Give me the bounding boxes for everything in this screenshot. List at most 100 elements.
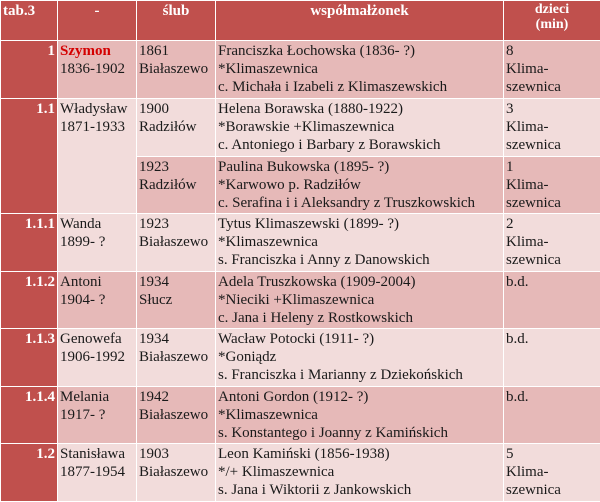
table-row: 1 Szymon 1836-1902 1861 Białaszewo Franc… [0, 40, 600, 99]
children-place-2: szewnica [506, 252, 561, 269]
row-number: 1.2 [0, 443, 58, 502]
row-number: 1 [0, 40, 58, 99]
spouse-parents: s. Franciszka i Anny z Danowskich [218, 252, 430, 269]
header-dash: - [57, 0, 137, 42]
spouse-place: *Borawskie +Klimaszewnica [218, 118, 395, 135]
children-count: b.d. [506, 388, 529, 405]
person-cell: Melania 1917- ? [57, 385, 137, 445]
person-name: Wanda [60, 216, 102, 233]
wedding-place: Białaszewo [139, 464, 209, 481]
spouse-cell: Adela Truszkowska (1909-2004) *Nieciki +… [215, 270, 504, 330]
children-place-1: Klima- [506, 61, 549, 78]
spouse-name: Antoni Gordon (1912- ?) [218, 388, 369, 405]
person-name: Władysław [60, 100, 128, 117]
wedding-year: 1934 [139, 331, 169, 348]
wedding-cell: 1861 Białaszewo [136, 40, 216, 99]
person-life: 1871-1933 [60, 118, 125, 135]
wedding-year: 1942 [139, 388, 169, 405]
spouse-name: Tytus Klimaszewski (1899- ?) [218, 216, 399, 233]
spouse-parents: c. Antoniego i Barbary z Borawskich [218, 136, 441, 153]
children-cell: 5 Klima- szewnica [503, 443, 600, 502]
person-name: Stanisława [60, 446, 125, 463]
person-cell: Antoni 1904- ? [57, 270, 137, 330]
table-row: 1.2 Stanisława 1877-1954 1903 Białaszewo… [0, 443, 600, 502]
person-name: Antoni [60, 273, 102, 290]
spouse-name: Adela Truszkowska (1909-2004) [218, 273, 416, 290]
spouse-name: Franciszka Łochowska (1836- ?) [218, 43, 416, 60]
person-name: Genowefa [60, 331, 122, 348]
table-row: 1.1.3 Genowefa 1906-1992 1934 Białaszewo… [0, 328, 600, 387]
table-row: 1923 Radziłów Paulina Bukowska (1895- ?)… [1, 155, 600, 215]
spouse-parents: c. Michała i Izabeli z Klimaszewskich [218, 79, 448, 96]
wedding-year: 1861 [139, 43, 169, 60]
row-number: 1.1 [0, 97, 58, 215]
spouse-cell: Franciszka Łochowska (1836- ?) *Klimasze… [215, 40, 504, 99]
table-row: 1.1.1 Wanda 1899- ? 1923 Białaszewo Tytu… [0, 213, 600, 272]
spouse-cell: Tytus Klimaszewski (1899- ?) *Klimaszewn… [215, 213, 504, 272]
children-count: b.d. [506, 273, 529, 290]
person-cell: Wanda 1899- ? [57, 213, 137, 272]
spouse-cell: Antoni Gordon (1912- ?) *Klimaszewnica s… [215, 385, 504, 445]
spouse-name: Leon Kamiński (1856-1938) [218, 446, 390, 463]
wedding-place: Słucz [139, 291, 173, 308]
person-life: 1836-1902 [60, 61, 125, 78]
children-place-1: Klima- [506, 464, 549, 481]
table-row: 1.1.2 Antoni 1904- ? 1934 Słucz Adela Tr… [0, 270, 600, 330]
person-name: Szymon [60, 43, 111, 60]
spouse-parents: c. Jana i Heleny z Rostkowskich [218, 309, 413, 326]
spouse-place: *Goniądz [218, 349, 277, 366]
wedding-cell: 1934 Białaszewo [136, 328, 216, 387]
wedding-place: Białaszewo [139, 406, 209, 423]
spouse-place: *Nieciki +Klimaszewnica [218, 291, 375, 308]
person-life: 1877-1954 [60, 464, 125, 481]
wedding-cell: 1934 Słucz [136, 270, 216, 330]
spouse-place: *Klimaszewnica [218, 406, 318, 423]
header-children-min: (min) [535, 17, 569, 32]
wedding-place: Radziłów [139, 118, 197, 135]
wedding-year: 1934 [139, 273, 169, 290]
wedding-place: Białaszewo [139, 61, 209, 78]
children-count: 3 [506, 100, 514, 117]
wedding-cell: 1942 Białaszewo [136, 385, 216, 445]
children-place-1: Klima- [506, 176, 549, 193]
spouse-cell: Helena Borawska (1880-1922) *Borawskie +… [215, 97, 504, 157]
wedding-cell: 1923 Radziłów [136, 155, 216, 215]
children-count: 5 [506, 446, 514, 463]
spouse-parents: s. Jana i Wiktorii z Jankowskich [218, 482, 412, 499]
spouse-parents: c. Serafina i i Aleksandry z Truszkowski… [218, 194, 476, 211]
spouse-cell: Wacław Potocki (1911- ?) *Goniądz s. Fra… [215, 328, 504, 387]
spouse-parents: s. Franciszka i Marianny z Dziekońskich [218, 367, 463, 384]
wedding-cell: 1903 Białaszewo [136, 443, 216, 502]
person-name: Melania [60, 388, 110, 405]
header-row: tab.3 - ślub współmałżonek dzieci (min) [0, 0, 600, 42]
person-life: 1906-1992 [60, 349, 125, 366]
wedding-place: Białaszewo [139, 234, 209, 251]
children-place-2: szewnica [506, 79, 561, 96]
children-count: 2 [506, 216, 514, 233]
spouse-cell: Paulina Bukowska (1895- ?) *Karwowo p. R… [215, 155, 504, 215]
spouse-cell: Leon Kamiński (1856-1938) */+ Klimaszewn… [215, 443, 504, 502]
children-cell: b.d. [503, 328, 600, 387]
spouse-parents: s. Konstantego i Joanny z Kamińskich [218, 424, 448, 441]
header-children: dzieci (min) [503, 0, 600, 42]
table-row: 1.1 Władysław 1871-1933 1900 Radziłów He… [0, 97, 600, 215]
children-count: b.d. [506, 331, 529, 348]
children-place-1: Klima- [506, 234, 549, 251]
person-life: 1904- ? [60, 291, 106, 308]
wedding-cell: 1900 Radziłów [136, 97, 216, 157]
spouse-place: */+ Klimaszewnica [218, 464, 335, 481]
wedding-year: 1903 [139, 446, 169, 463]
wedding-year: 1900 [139, 100, 169, 117]
children-cell: b.d. [503, 270, 600, 330]
person-cell: Genowefa 1906-1992 [57, 328, 137, 387]
row-number: 1.1.4 [0, 385, 58, 445]
children-count: 8 [506, 43, 514, 60]
spouse-name: Paulina Bukowska (1895- ?) [218, 158, 390, 175]
spouse-name: Helena Borawska (1880-1922) [218, 100, 403, 117]
row-number: 1.1.3 [0, 328, 58, 387]
children-place-1: Klima- [506, 118, 549, 135]
header-wedding: ślub [136, 0, 216, 42]
person-cell: Szymon 1836-1902 [57, 40, 137, 99]
table-row: 1.1.4 Melania 1917- ? 1942 Białaszewo An… [0, 385, 600, 445]
